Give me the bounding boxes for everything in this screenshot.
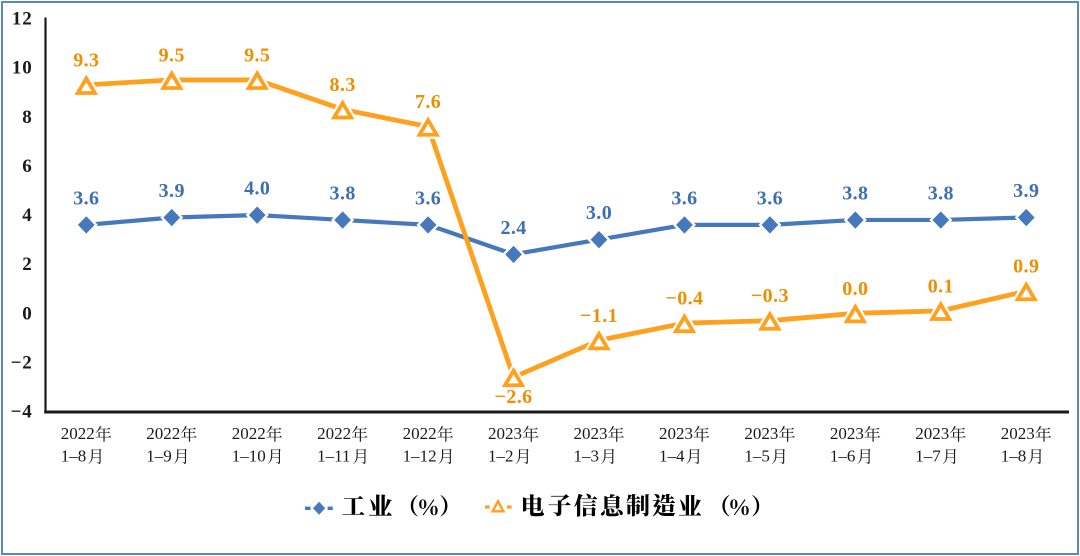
svg-text:1–4: 1–4	[659, 447, 685, 466]
svg-text:2023: 2023	[659, 424, 693, 443]
svg-text:0.1: 0.1	[928, 275, 954, 297]
svg-text:0.9: 0.9	[1013, 256, 1039, 278]
svg-text:2023: 2023	[488, 424, 522, 443]
svg-text:3.6: 3.6	[671, 187, 697, 209]
svg-text:3.9: 3.9	[159, 180, 185, 202]
svg-text:−2.6: −2.6	[495, 386, 533, 408]
svg-text:1–8: 1–8	[61, 447, 87, 466]
svg-text:2023: 2023	[915, 424, 949, 443]
svg-text:1–5: 1–5	[744, 447, 770, 466]
svg-text:1–3: 1–3	[574, 447, 600, 466]
svg-text:2023: 2023	[830, 424, 864, 443]
svg-text:−1.1: −1.1	[580, 305, 618, 327]
svg-text:1–2: 1–2	[488, 447, 514, 466]
svg-text:9.5: 9.5	[159, 44, 185, 66]
svg-text:4.0: 4.0	[244, 178, 270, 200]
svg-text:1–9: 1–9	[146, 447, 172, 466]
svg-text:0.0: 0.0	[842, 278, 868, 300]
svg-text:2022: 2022	[232, 424, 266, 443]
svg-text:−4: −4	[11, 402, 33, 423]
svg-text:−0.4: −0.4	[665, 288, 703, 310]
svg-text:3.8: 3.8	[928, 182, 954, 204]
svg-text:3.8: 3.8	[842, 182, 868, 204]
svg-text:0: 0	[22, 303, 32, 324]
svg-text:1–7: 1–7	[915, 447, 941, 466]
svg-text:9.3: 9.3	[73, 49, 99, 71]
svg-text:2022: 2022	[146, 424, 180, 443]
svg-text:6: 6	[22, 156, 32, 177]
svg-text:3.9: 3.9	[1013, 180, 1039, 202]
svg-text:2023: 2023	[744, 424, 778, 443]
svg-text:1–11: 1–11	[317, 447, 350, 466]
svg-text:9.5: 9.5	[244, 44, 270, 66]
svg-text:−0.3: −0.3	[751, 285, 789, 307]
svg-text:1–8: 1–8	[1001, 447, 1027, 466]
svg-text:2022: 2022	[317, 424, 351, 443]
svg-text:2022: 2022	[403, 424, 437, 443]
svg-text:3.6: 3.6	[415, 187, 441, 209]
svg-text:3.0: 3.0	[586, 202, 612, 224]
svg-text:3.8: 3.8	[330, 182, 356, 204]
svg-text:8.3: 8.3	[330, 74, 356, 96]
svg-text:12: 12	[12, 9, 33, 30]
svg-text:2023: 2023	[574, 424, 608, 443]
svg-text:2023: 2023	[1001, 424, 1035, 443]
svg-text:−2: −2	[11, 352, 33, 373]
svg-text:1–6: 1–6	[830, 447, 856, 466]
svg-text:10: 10	[12, 58, 33, 79]
svg-text:1–12: 1–12	[403, 447, 437, 466]
svg-text:3.6: 3.6	[73, 187, 99, 209]
svg-text:4: 4	[22, 205, 32, 226]
svg-text:3.6: 3.6	[757, 187, 783, 209]
svg-text:2022: 2022	[61, 424, 95, 443]
svg-text:2.4: 2.4	[500, 217, 526, 239]
svg-text:8: 8	[22, 107, 32, 128]
svg-text:2: 2	[22, 254, 32, 275]
svg-text:7.6: 7.6	[415, 91, 441, 113]
svg-text:1–10: 1–10	[232, 447, 266, 466]
